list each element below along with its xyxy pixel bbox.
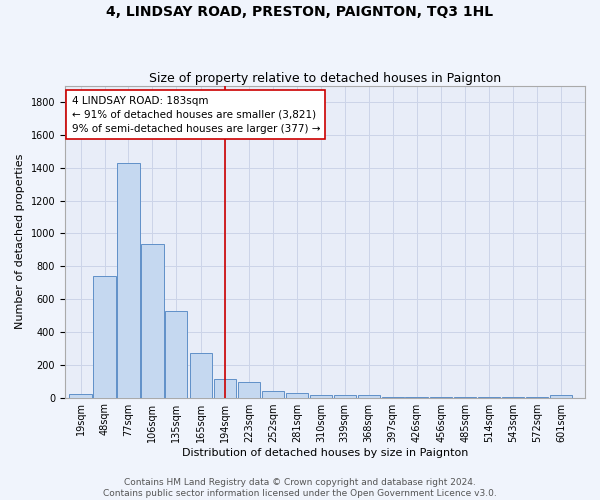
Bar: [238, 382, 260, 398]
Bar: [358, 395, 380, 398]
Text: Contains HM Land Registry data © Crown copyright and database right 2024.
Contai: Contains HM Land Registry data © Crown c…: [103, 478, 497, 498]
Bar: [165, 310, 187, 398]
Bar: [262, 390, 284, 398]
Bar: [214, 379, 236, 398]
Y-axis label: Number of detached properties: Number of detached properties: [15, 154, 25, 330]
Text: 4, LINDSAY ROAD, PRESTON, PAIGNTON, TQ3 1HL: 4, LINDSAY ROAD, PRESTON, PAIGNTON, TQ3 …: [106, 5, 494, 19]
Bar: [382, 397, 404, 398]
Title: Size of property relative to detached houses in Paignton: Size of property relative to detached ho…: [149, 72, 501, 85]
Bar: [550, 395, 572, 398]
X-axis label: Distribution of detached houses by size in Paignton: Distribution of detached houses by size …: [182, 448, 468, 458]
Bar: [118, 163, 140, 398]
Bar: [286, 394, 308, 398]
Bar: [70, 394, 92, 398]
Bar: [190, 354, 212, 398]
Bar: [310, 395, 332, 398]
Bar: [141, 244, 164, 398]
Bar: [94, 276, 116, 398]
Bar: [334, 395, 356, 398]
Text: 4 LINDSAY ROAD: 183sqm
← 91% of detached houses are smaller (3,821)
9% of semi-d: 4 LINDSAY ROAD: 183sqm ← 91% of detached…: [71, 96, 320, 134]
